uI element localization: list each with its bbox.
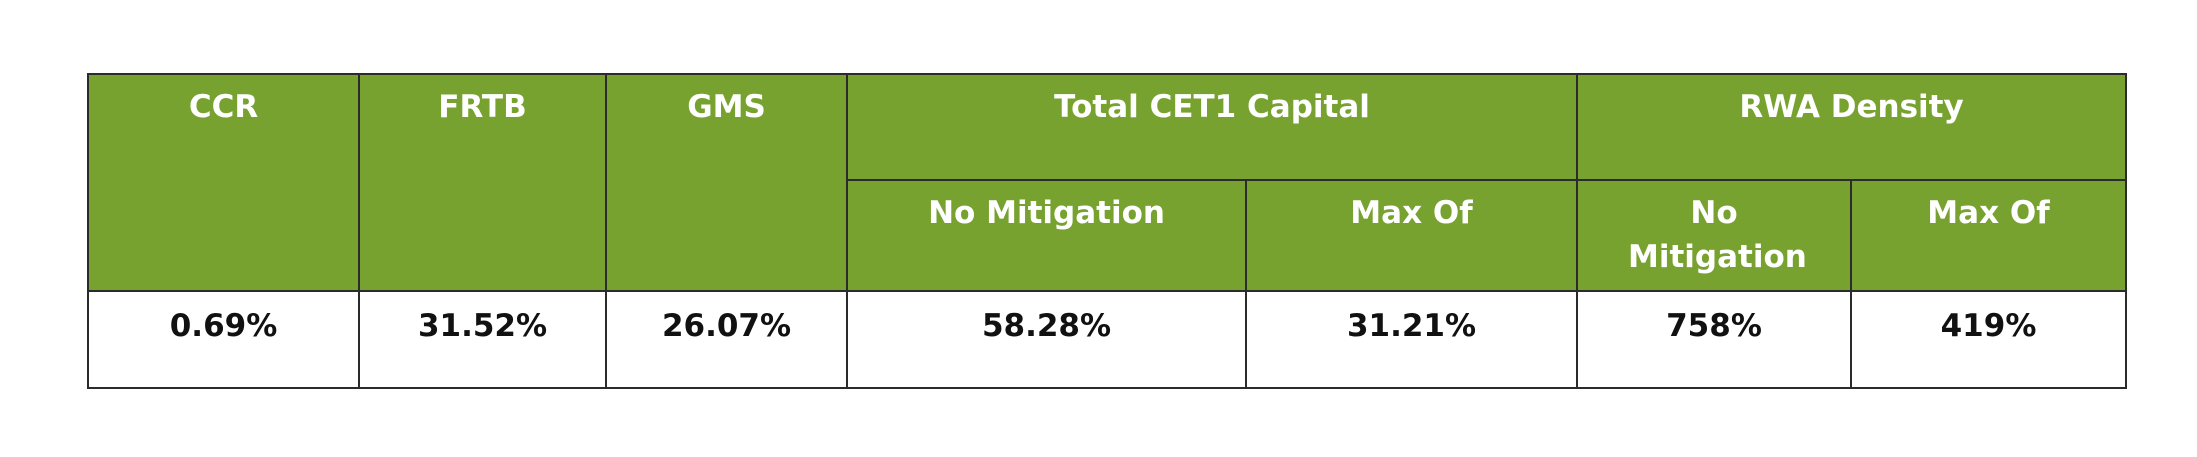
cell: 758%	[1576, 290, 1852, 389]
subcolumn-header: No Mitigation	[846, 179, 1247, 292]
cell: 419%	[1849, 290, 2128, 389]
header-row: CCR FRTB GMS Total CET1 Capital RWA Dens…	[87, 73, 2128, 292]
cell: 58.28%	[846, 290, 1247, 389]
column-header: FRTB	[358, 73, 607, 292]
column-header: GMS	[605, 73, 848, 292]
cell: 26.07%	[605, 290, 848, 389]
subheader-row: No Mitigation Max Of No Mitigation Max O…	[88, 179, 2128, 292]
subcolumn-header: Max Of	[1849, 179, 2128, 292]
cell: 31.21%	[1245, 290, 1578, 389]
subcolumn-header: No Mitigation	[1576, 179, 1852, 292]
data-row: 0.69% 31.52% 26.07% 58.28% 31.21% 758% 4…	[87, 290, 2128, 389]
subcolumn-header: Max Of	[1245, 179, 1578, 292]
data-table: CCR FRTB GMS Total CET1 Capital RWA Dens…	[87, 73, 2128, 389]
column-header: CCR	[87, 73, 360, 292]
cell: 31.52%	[358, 290, 607, 389]
cell: 0.69%	[87, 290, 360, 389]
group-header: Total CET1 Capital	[846, 73, 1578, 181]
group-header: RWA Density	[1575, 73, 2128, 181]
